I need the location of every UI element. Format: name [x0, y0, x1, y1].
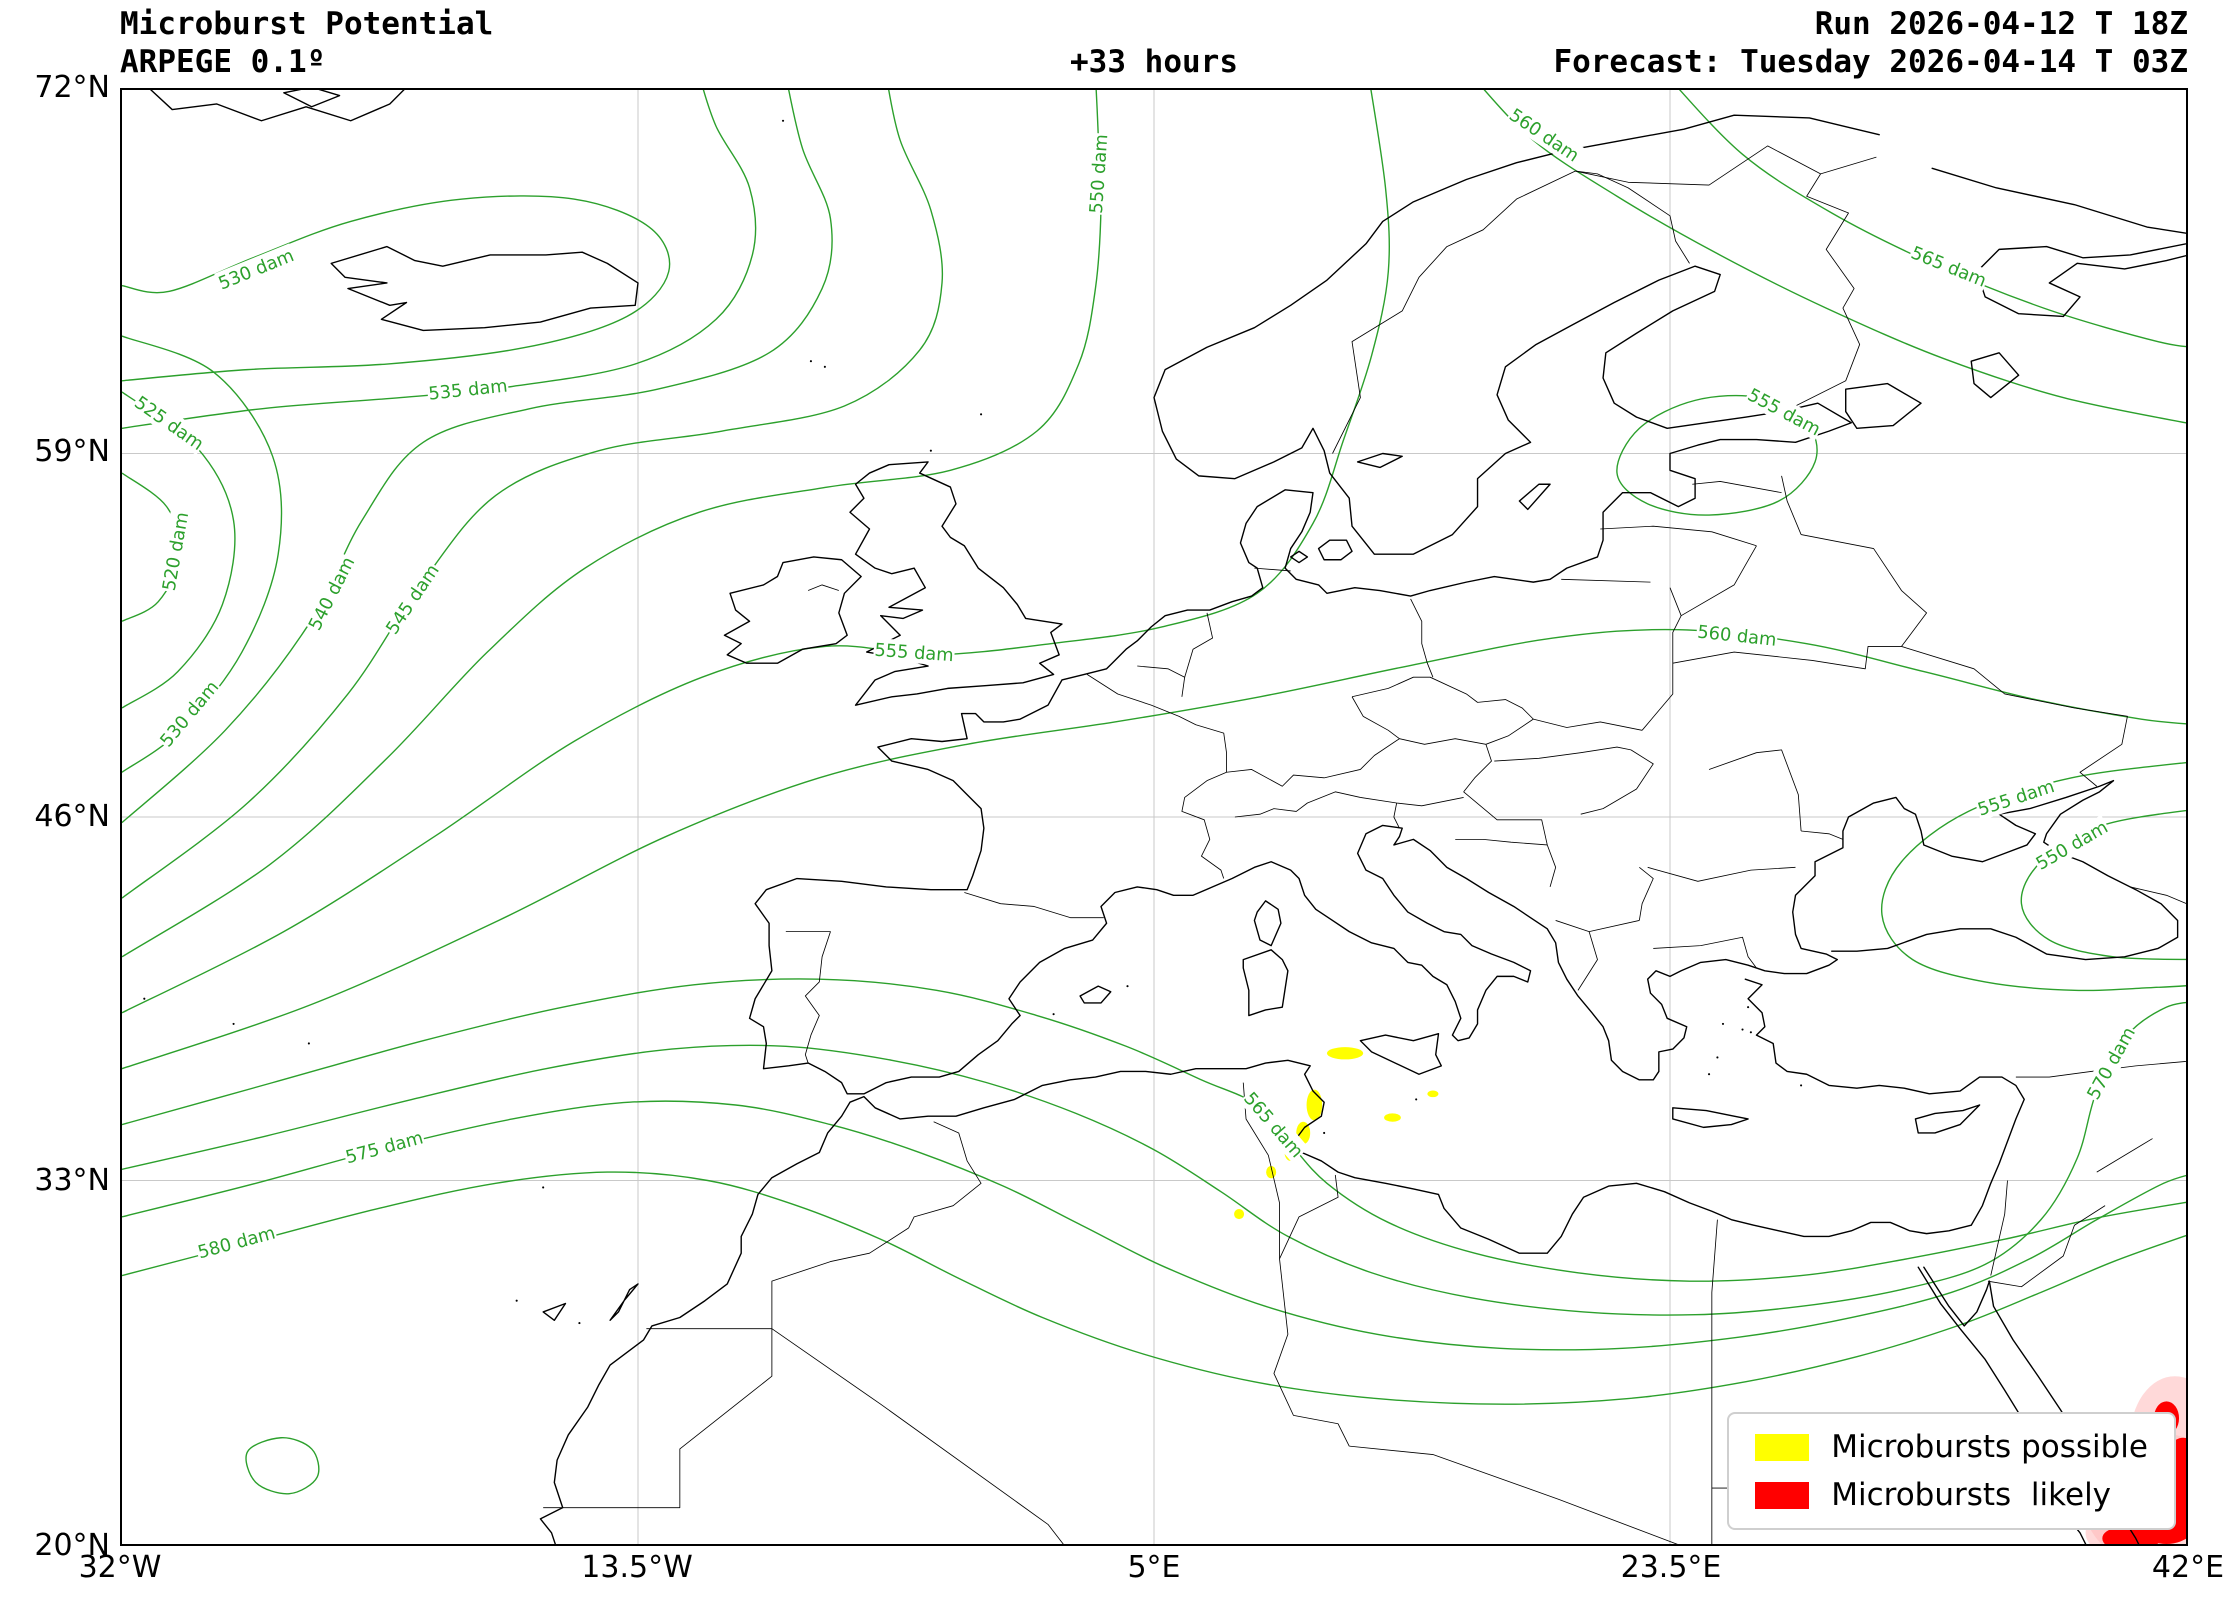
svg-text:565 dam: 565 dam: [1908, 242, 1989, 291]
svg-text:530 dam: 530 dam: [156, 677, 223, 751]
svg-text:555 dam: 555 dam: [1744, 384, 1824, 440]
svg-text:580 dam: 580 dam: [196, 1222, 278, 1263]
legend-label-likely: Microbursts likely: [1831, 1477, 2112, 1513]
svg-text:545 dam: 545 dam: [382, 561, 444, 639]
legend: Microbursts possible Microbursts likely: [1727, 1412, 2176, 1530]
lat-tick-33n: 33°N: [34, 1163, 110, 1198]
svg-text:560 dam: 560 dam: [1505, 105, 1583, 167]
svg-text:550 dam: 550 dam: [1086, 134, 1112, 215]
lon-tick-42e: 42°E: [2151, 1550, 2225, 1585]
legend-item-possible: Microbursts possible: [1755, 1430, 2148, 1464]
lead-time-label: +33 hours: [1070, 44, 1238, 80]
lat-tick-59n: 59°N: [34, 434, 110, 469]
svg-text:555 dam: 555 dam: [1975, 776, 2057, 821]
lon-tick-13-5w: 13.5°W: [581, 1550, 693, 1585]
svg-text:525 dam: 525 dam: [130, 392, 207, 455]
lat-tick-72n: 72°N: [34, 70, 110, 105]
svg-text:530 dam: 530 dam: [216, 245, 297, 294]
svg-text:560 dam: 560 dam: [1696, 622, 1777, 651]
legend-item-likely: Microbursts likely: [1755, 1478, 2148, 1512]
legend-label-possible: Microbursts possible: [1831, 1429, 2148, 1465]
model-label: ARPEGE 0.1º: [120, 44, 326, 80]
legend-swatch-likely: [1755, 1481, 1810, 1509]
svg-text:535 dam: 535 dam: [427, 375, 508, 404]
lon-tick-23-5e: 23.5°E: [1620, 1550, 1722, 1585]
svg-text:570 dam: 570 dam: [2083, 1024, 2140, 1104]
svg-text:540 dam: 540 dam: [305, 554, 360, 634]
lat-tick-20n: 20°N: [34, 1528, 110, 1563]
lon-tick-32w: 32°W: [78, 1550, 162, 1585]
map-plot-area: 520 dam 525 dam 530 dam 530 dam 535 dam 540 d…: [120, 88, 2188, 1546]
lon-tick-5e: 5°E: [1127, 1550, 1181, 1585]
lat-tick-46n: 46°N: [34, 799, 110, 834]
run-label: Run 2026-04-12 T 18Z: [1814, 6, 2188, 42]
page-title: Microburst Potential: [120, 6, 494, 42]
legend-swatch-possible: [1755, 1433, 1810, 1461]
forecast-label: Forecast: Tuesday 2026-04-14 T 03Z: [1553, 44, 2188, 80]
svg-text:555 dam: 555 dam: [874, 640, 955, 667]
svg-text:575 dam: 575 dam: [343, 1127, 425, 1168]
svg-text:550 dam: 550 dam: [2032, 817, 2111, 875]
